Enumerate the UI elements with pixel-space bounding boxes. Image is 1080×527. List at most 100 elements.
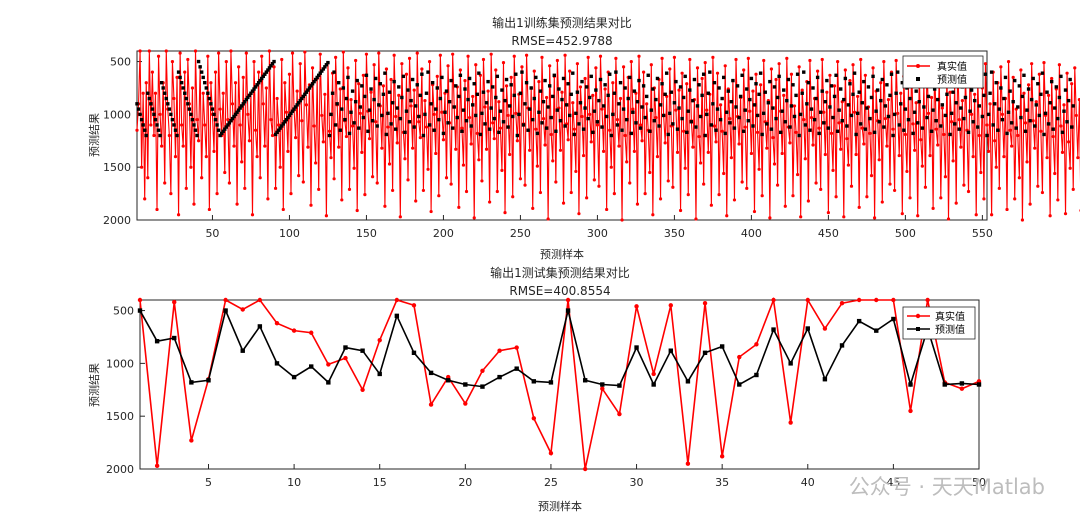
- train-data-point: [418, 93, 423, 98]
- train-data-point: [201, 91, 205, 95]
- train-data-point: [281, 207, 285, 212]
- train-data-point: [218, 107, 222, 111]
- train-data-point: [521, 123, 526, 127]
- train-data-point: [498, 109, 503, 113]
- train-data-point: [882, 125, 886, 129]
- train-data-point: [860, 101, 864, 105]
- train-data-point: [377, 103, 381, 107]
- train-data-point: [537, 80, 541, 84]
- train-data-point: [598, 77, 603, 82]
- train-data-point: [631, 110, 635, 114]
- train-data-point: [569, 92, 573, 97]
- train-data-point: [655, 76, 660, 81]
- train-data-point: [464, 189, 469, 194]
- train-data-point: [936, 97, 940, 102]
- train-data-point: [746, 56, 750, 60]
- train-data-point: [798, 112, 803, 117]
- train-data-point: [976, 125, 980, 129]
- train-data-point: [848, 78, 852, 83]
- train-data-point: [410, 77, 415, 82]
- train-data-point: [732, 126, 737, 130]
- train-data-point: [381, 84, 385, 88]
- train-data-point: [712, 80, 717, 85]
- train-data-point: [212, 149, 216, 153]
- train-data-point: [390, 101, 395, 105]
- train-data-point: [883, 117, 887, 121]
- test-data-point: [411, 350, 417, 356]
- test-data-point: [788, 420, 793, 425]
- train-xtick-label: 450: [818, 227, 839, 240]
- train-data-point: [903, 132, 907, 137]
- train-data-point: [574, 111, 578, 116]
- train-data-point: [460, 129, 464, 133]
- train-data-point: [223, 127, 227, 131]
- test-xtick-label: 10: [287, 476, 301, 489]
- train-data-point: [686, 193, 690, 197]
- train-data-point: [823, 152, 827, 157]
- train-data-point: [477, 158, 481, 162]
- train-data-point: [603, 83, 607, 87]
- train-data-point: [1003, 75, 1008, 80]
- train-data-point: [361, 73, 365, 77]
- train-data-point: [163, 181, 167, 185]
- train-data-point: [330, 91, 335, 95]
- train-data-point: [800, 91, 804, 95]
- train-data-point: [178, 75, 182, 80]
- train-data-point: [575, 62, 579, 66]
- train-data-point: [1065, 120, 1069, 124]
- test-xtick-label: 5: [205, 476, 212, 489]
- train-data-point: [748, 97, 752, 102]
- train-data-point: [258, 176, 262, 180]
- train-data-point: [554, 180, 558, 184]
- train-data-point: [712, 124, 717, 128]
- train-data-point: [454, 147, 458, 151]
- train-data-point: [988, 91, 992, 95]
- train-subtitle: RMSE=452.9788: [511, 34, 612, 48]
- train-data-point: [648, 129, 652, 133]
- train-data-point: [822, 110, 826, 114]
- train-data-point: [181, 144, 185, 148]
- train-data-point: [446, 121, 450, 125]
- train-data-point: [244, 97, 249, 102]
- train-data-point: [520, 65, 524, 69]
- train-xtick-label: 400: [741, 227, 762, 240]
- train-data-point: [561, 76, 566, 81]
- train-data-point: [209, 102, 213, 106]
- train-data-point: [354, 58, 358, 63]
- train-data-point: [584, 85, 589, 89]
- train-data-point: [484, 147, 489, 151]
- train-data-point: [606, 93, 610, 98]
- train-data-point: [611, 112, 615, 117]
- train-data-point: [269, 118, 273, 122]
- train-data-point: [199, 70, 204, 74]
- train-data-point: [515, 133, 520, 138]
- train-data-point: [825, 90, 829, 94]
- train-data-point: [412, 88, 416, 92]
- train-data-point: [309, 203, 313, 207]
- train-data-point: [1043, 111, 1048, 116]
- train-data-point: [417, 120, 421, 124]
- train-data-point: [895, 70, 900, 74]
- train-data-point: [866, 85, 871, 89]
- train-data-point: [175, 133, 179, 138]
- train-data-point: [327, 133, 332, 138]
- train-data-point: [683, 74, 687, 79]
- train-data-point: [166, 102, 170, 106]
- train-data-point: [355, 78, 359, 83]
- train-data-point: [849, 113, 854, 118]
- train-data-point: [914, 89, 918, 93]
- train-data-point: [1002, 96, 1006, 101]
- train-data-point: [624, 117, 629, 122]
- train-data-point: [393, 127, 398, 131]
- test-data-point: [514, 345, 519, 350]
- train-data-point: [488, 200, 492, 204]
- train-data-point: [355, 208, 359, 213]
- test-legend-pred-marker: [916, 327, 920, 331]
- train-data-point: [705, 112, 709, 117]
- train-data-point: [1054, 85, 1058, 89]
- train-data-point: [158, 112, 162, 116]
- train-data-point: [247, 139, 252, 143]
- train-data-point: [321, 67, 326, 71]
- train-data-point: [851, 92, 855, 97]
- train-data-point: [734, 57, 738, 62]
